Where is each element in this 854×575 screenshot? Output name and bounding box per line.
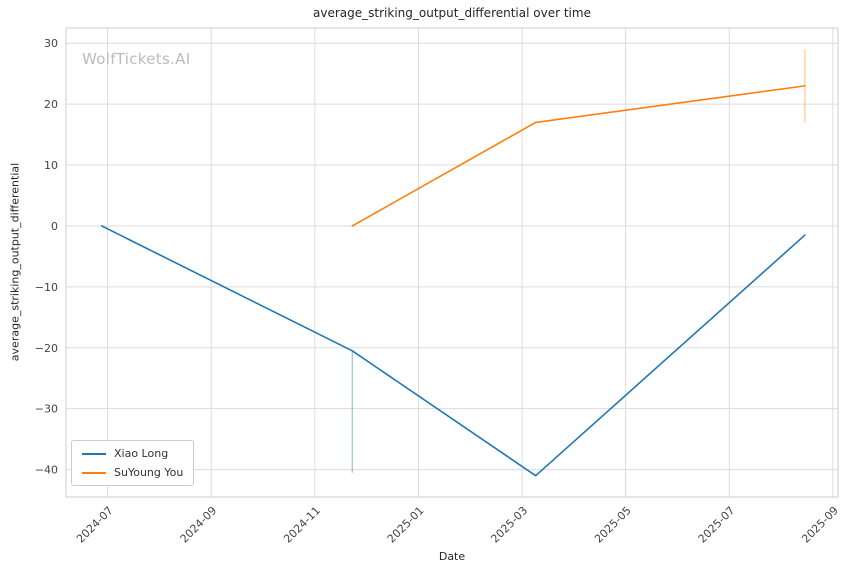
y-tick-label: 10 [44, 159, 58, 172]
y-axis-label: average_striking_output_differential [8, 162, 22, 362]
series-line [351, 85, 806, 227]
legend-label: Xiao Long [114, 447, 169, 460]
x-tick-label: 2025-07 [696, 504, 738, 546]
x-tick-label: 2024-09 [178, 504, 220, 546]
legend-label: SuYoung You [114, 466, 184, 479]
y-tick-label: −40 [35, 464, 58, 477]
x-axis-label: Date [438, 550, 466, 563]
x-tick-label: 2025-03 [488, 504, 530, 546]
watermark: WolfTickets.AI [82, 50, 191, 68]
x-tick-label: 2025-01 [385, 504, 427, 546]
legend-item: SuYoung You [82, 466, 183, 479]
legend-item: Xiao Long [82, 447, 183, 460]
series-line [100, 225, 806, 477]
legend-line-swatch [82, 452, 106, 455]
x-tick-label: 2024-07 [74, 504, 116, 546]
legend: Xiao Long SuYoung You [71, 440, 195, 486]
legend-line-swatch [82, 471, 106, 474]
plot-border [65, 27, 839, 498]
x-tick-label: 2024-11 [281, 504, 323, 546]
chart-title: average_striking_output_differential ove… [313, 6, 591, 20]
x-tick-label: 2025-05 [592, 504, 634, 546]
y-tick-label: 0 [51, 220, 58, 233]
y-tick-label: −30 [35, 403, 58, 416]
y-tick-label: 20 [44, 98, 58, 111]
y-tick-label: 30 [44, 37, 58, 50]
y-tick-label: −10 [35, 281, 58, 294]
y-tick-label: −20 [35, 342, 58, 355]
x-tick-label: 2025-09 [799, 504, 841, 546]
